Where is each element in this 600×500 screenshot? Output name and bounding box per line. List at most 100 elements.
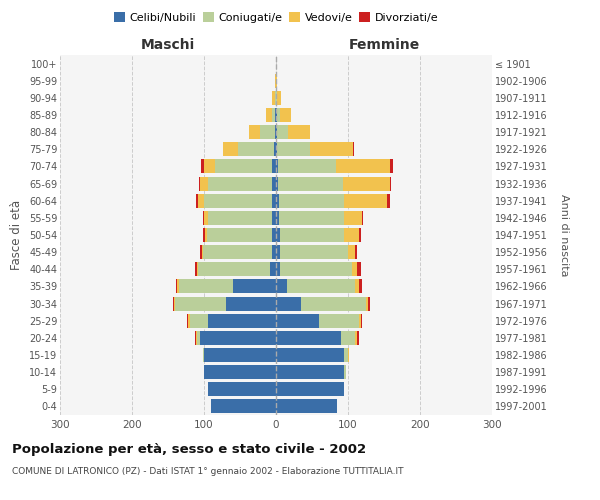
- Bar: [276, 142, 277, 156]
- Bar: [344, 194, 387, 207]
- Bar: [208, 382, 276, 396]
- Bar: [348, 348, 349, 362]
- Bar: [276, 211, 279, 225]
- Bar: [275, 108, 276, 122]
- Bar: [287, 280, 355, 293]
- Bar: [353, 142, 354, 156]
- Bar: [344, 348, 348, 362]
- Bar: [276, 262, 280, 276]
- Bar: [319, 314, 359, 328]
- Text: Maschi: Maschi: [141, 38, 195, 52]
- Bar: [355, 280, 359, 293]
- Bar: [211, 400, 276, 413]
- Bar: [197, 262, 198, 276]
- Bar: [358, 331, 359, 345]
- Bar: [199, 176, 200, 190]
- Bar: [198, 194, 204, 207]
- Bar: [352, 262, 358, 276]
- Bar: [336, 160, 390, 173]
- Bar: [276, 382, 344, 396]
- Bar: [288, 125, 310, 139]
- Bar: [279, 211, 344, 225]
- Bar: [208, 176, 272, 190]
- Bar: [276, 314, 319, 328]
- Bar: [301, 296, 366, 310]
- Bar: [279, 194, 344, 207]
- Bar: [272, 228, 276, 242]
- Bar: [260, 125, 275, 139]
- Bar: [276, 365, 344, 379]
- Bar: [197, 331, 200, 345]
- Bar: [272, 245, 276, 259]
- Bar: [250, 125, 260, 139]
- Bar: [276, 296, 301, 310]
- Bar: [200, 176, 208, 190]
- Bar: [203, 348, 204, 362]
- Bar: [203, 211, 204, 225]
- Bar: [341, 331, 355, 345]
- Bar: [204, 194, 272, 207]
- Bar: [277, 125, 288, 139]
- Bar: [390, 176, 391, 190]
- Bar: [343, 176, 390, 190]
- Bar: [276, 91, 277, 105]
- Bar: [200, 245, 202, 259]
- Bar: [366, 296, 368, 310]
- Bar: [272, 194, 276, 207]
- Bar: [359, 228, 361, 242]
- Bar: [208, 314, 276, 328]
- Bar: [355, 245, 358, 259]
- Bar: [203, 245, 272, 259]
- Bar: [204, 365, 276, 379]
- Bar: [274, 142, 276, 156]
- Bar: [200, 331, 276, 345]
- Bar: [276, 348, 344, 362]
- Bar: [208, 211, 272, 225]
- Bar: [204, 348, 276, 362]
- Bar: [178, 280, 179, 293]
- Bar: [276, 160, 278, 173]
- Bar: [362, 211, 363, 225]
- Bar: [344, 365, 346, 379]
- Bar: [198, 262, 270, 276]
- Bar: [194, 262, 197, 276]
- Bar: [280, 108, 291, 122]
- Bar: [272, 91, 275, 105]
- Bar: [276, 194, 279, 207]
- Bar: [358, 262, 361, 276]
- Bar: [203, 228, 205, 242]
- Bar: [233, 280, 276, 293]
- Bar: [276, 108, 277, 122]
- Bar: [238, 142, 274, 156]
- Bar: [280, 228, 344, 242]
- Bar: [174, 296, 175, 310]
- Legend: Celibi/Nubili, Coniugati/e, Vedovi/e, Divorziati/e: Celibi/Nubili, Coniugati/e, Vedovi/e, Di…: [109, 8, 443, 28]
- Bar: [173, 296, 174, 310]
- Bar: [348, 245, 355, 259]
- Bar: [277, 142, 310, 156]
- Bar: [272, 211, 276, 225]
- Bar: [175, 296, 226, 310]
- Bar: [355, 331, 358, 345]
- Bar: [275, 91, 276, 105]
- Bar: [196, 331, 197, 345]
- Bar: [344, 211, 362, 225]
- Bar: [276, 331, 341, 345]
- Bar: [280, 262, 352, 276]
- Bar: [204, 211, 208, 225]
- Bar: [266, 108, 272, 122]
- Bar: [275, 125, 276, 139]
- Bar: [310, 142, 353, 156]
- Bar: [278, 176, 343, 190]
- Bar: [280, 245, 348, 259]
- Bar: [390, 160, 394, 173]
- Bar: [207, 228, 272, 242]
- Bar: [223, 142, 238, 156]
- Bar: [276, 228, 280, 242]
- Bar: [272, 176, 276, 190]
- Bar: [204, 160, 215, 173]
- Bar: [359, 314, 361, 328]
- Y-axis label: Fasce di età: Fasce di età: [10, 200, 23, 270]
- Bar: [205, 228, 207, 242]
- Bar: [387, 194, 391, 207]
